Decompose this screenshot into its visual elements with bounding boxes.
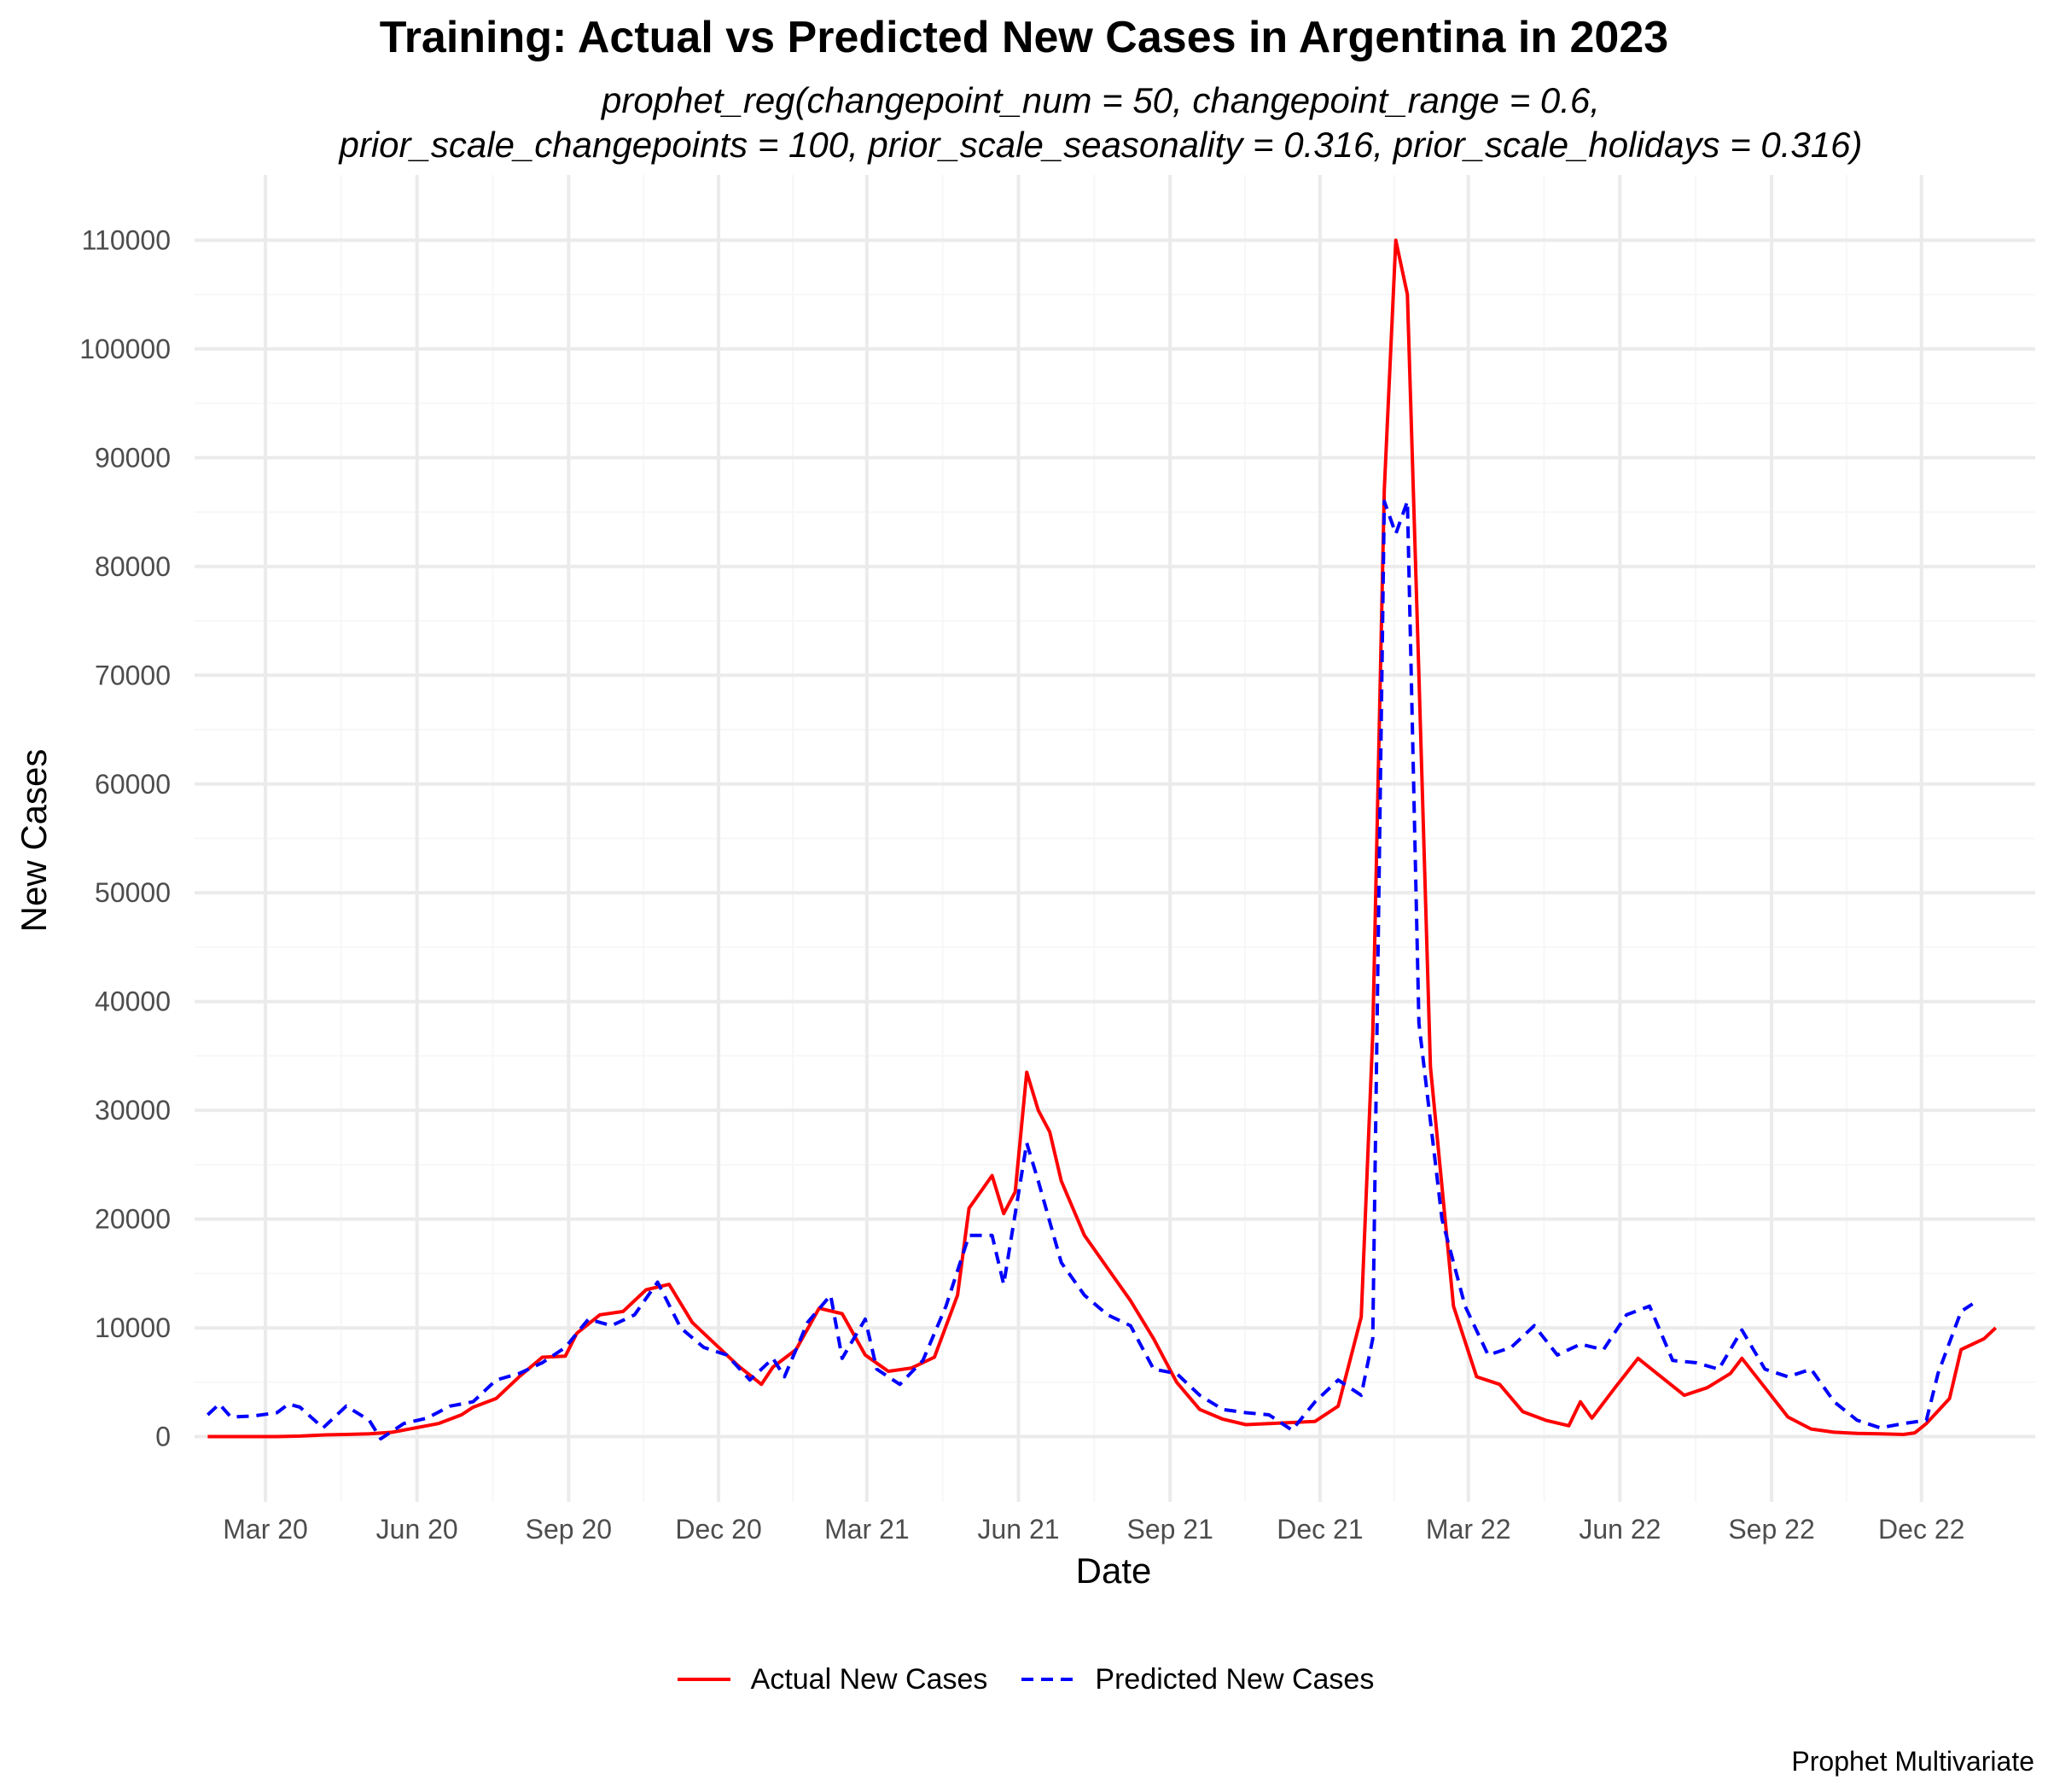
y-tick-label: 80000 [95, 551, 171, 582]
y-tick-label: 60000 [95, 769, 171, 800]
x-tick-label: Dec 21 [1277, 1514, 1363, 1545]
legend-label-actual: Actual New Cases [750, 1662, 988, 1696]
y-tick-label: 90000 [95, 442, 171, 473]
y-tick-label: 0 [155, 1422, 171, 1452]
chart-caption: Prophet Multivariate [1791, 1746, 2034, 1777]
y-tick-labels: 0 10000 20000 30000 40000 50000 60000 70000 8000… [79, 224, 171, 1452]
x-tick-label: Dec 20 [675, 1514, 761, 1545]
x-tick-label: Sep 22 [1728, 1514, 1814, 1545]
x-tick-label: Dec 22 [1878, 1514, 1964, 1545]
legend-key-predicted [1018, 1662, 1078, 1696]
x-tick-labels: Mar 20 Jun 20 Sep 20 Dec 20 Mar 21 Jun 21 Sep … [223, 1514, 1964, 1545]
x-tick-label: Jun 21 [977, 1514, 1059, 1545]
y-axis-title: New Cases [14, 749, 54, 933]
x-tick-label: Jun 20 [376, 1514, 458, 1545]
y-tick-label: 110000 [82, 224, 171, 255]
x-tick-label: Sep 20 [526, 1514, 612, 1545]
x-tick-label: Mar 21 [824, 1514, 910, 1545]
x-tick-label: Jun 22 [1579, 1514, 1661, 1545]
chart-title: Training: Actual vs Predicted New Cases … [379, 13, 1669, 62]
series-line-actual [207, 238, 1998, 1439]
y-tick-label: 10000 [95, 1312, 171, 1343]
y-tick-label: 20000 [95, 1204, 171, 1235]
legend-item-actual: Actual New Cases [674, 1662, 988, 1696]
legend-item-predicted: Predicted New Cases [1018, 1662, 1374, 1696]
x-tick-label: Mar 22 [1426, 1514, 1511, 1545]
chart-subtitle: prophet_reg(changepoint_num = 50, change… [339, 80, 1863, 165]
grid-layer [195, 175, 2035, 1502]
series-layer [207, 238, 1998, 1441]
x-axis-title: Date [1076, 1551, 1152, 1591]
series-line-predicted [207, 499, 1974, 1441]
x-tick-label: Sep 21 [1126, 1514, 1213, 1545]
legend: Actual New Cases Predicted New Cases [0, 1662, 2048, 1696]
x-tick-label: Mar 20 [223, 1514, 308, 1545]
y-tick-label: 40000 [95, 986, 171, 1017]
legend-key-actual [674, 1662, 734, 1696]
legend-label-predicted: Predicted New Cases [1095, 1662, 1375, 1696]
y-tick-label: 70000 [95, 660, 171, 690]
y-tick-label: 30000 [95, 1095, 171, 1126]
y-tick-label: 100000 [79, 334, 171, 364]
y-tick-label: 50000 [95, 877, 171, 908]
